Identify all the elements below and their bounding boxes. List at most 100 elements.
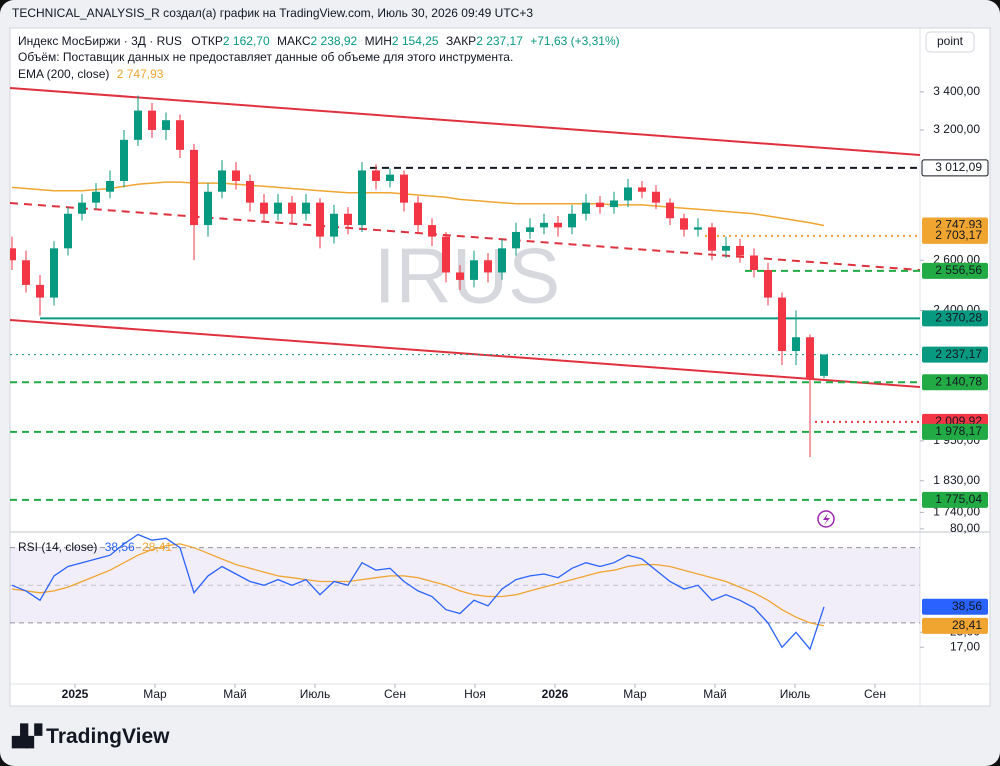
x-tick-label: Мар <box>143 687 167 701</box>
candle-body <box>582 202 590 214</box>
legend-line: Индекс МосБиржи · 3Д · RUS ОТКР2 162,70 … <box>18 34 620 48</box>
candle-body <box>512 231 520 249</box>
candle-body <box>708 227 716 251</box>
x-tick-label: Мар <box>623 687 647 701</box>
candle-body <box>260 202 268 214</box>
candle-body <box>64 213 72 249</box>
rsi-ma-value: 28,41 <box>142 540 172 554</box>
candle-body <box>316 202 324 237</box>
candle-body <box>78 202 86 214</box>
candle-body <box>10 248 16 261</box>
rsi-name: RSI (14, close) <box>18 540 97 554</box>
candle-body <box>50 248 58 298</box>
price-pane <box>10 95 920 501</box>
candle-body <box>750 255 758 271</box>
candle-body <box>736 245 744 256</box>
scale-button[interactable] <box>925 31 975 53</box>
ohlc-name: ОТКР <box>191 34 223 48</box>
price-label-box <box>922 346 988 363</box>
candle-body <box>764 270 772 298</box>
y-tick-label: 80,00 <box>950 521 980 535</box>
axes: 1 740,001 830,001 950,002 400,002 600,00… <box>62 84 989 701</box>
price-label-box <box>922 310 988 327</box>
candle-body <box>106 181 114 192</box>
candle-body <box>120 139 128 182</box>
volume-note: Объём: Поставщик данных не предоставляет… <box>18 50 513 64</box>
price-label-box <box>922 617 988 634</box>
alert-circle <box>817 510 835 528</box>
candle-body <box>470 260 478 280</box>
ema-name: EMA (200, close) <box>18 67 109 81</box>
candle-body <box>806 337 814 380</box>
watermark: IRUS <box>374 232 560 320</box>
candle-body <box>638 187 646 192</box>
price-label-box <box>922 262 988 279</box>
candle-body <box>288 202 296 214</box>
x-tick-label: Июль <box>780 687 811 701</box>
ohlc-name: МАКС <box>277 34 311 48</box>
price-label-box <box>922 374 988 391</box>
ohlc-name: МИН <box>365 34 392 48</box>
candle-body <box>484 260 492 273</box>
attribution: TECHNICAL_ANALYSIS_R создал(а) график на… <box>12 6 534 20</box>
alert-icon <box>817 510 835 528</box>
ema-legend: EMA (200, close) 2 747,93 <box>18 67 164 81</box>
candle-body <box>596 202 604 208</box>
x-tick-label: Май <box>223 687 247 701</box>
trend-line <box>10 202 920 271</box>
candle-body <box>330 213 338 237</box>
candle-body <box>610 200 618 208</box>
rsi-value: 38,56 <box>105 540 135 554</box>
trend-lines <box>10 87 920 388</box>
candle-body <box>134 110 142 140</box>
change: +71,63 (+3,31%) <box>530 34 619 48</box>
x-tick-label: 2026 <box>542 687 569 701</box>
y-tick-label: 3 200,00 <box>933 122 980 136</box>
scale-button-label[interactable]: point <box>937 34 964 48</box>
x-tick-label: Ноя <box>464 687 486 701</box>
price-label: 3 012,09 <box>935 160 982 174</box>
candle-body <box>568 213 576 228</box>
candle-body <box>792 337 800 352</box>
candle-body <box>22 260 30 285</box>
trend-line <box>10 87 920 156</box>
candle-body <box>498 248 506 273</box>
symbol: Индекс МосБиржи · 3Д · RUS <box>18 34 182 48</box>
candle-body <box>778 297 786 352</box>
y-tick-label: 17,00 <box>950 639 980 653</box>
price-label: 2 237,17 <box>935 347 982 361</box>
price-label-box <box>922 227 988 244</box>
candle-body <box>694 227 702 230</box>
rsi-line <box>11 533 825 651</box>
candle-body <box>218 170 226 192</box>
price-label: 38,56 <box>952 599 982 613</box>
price-label: 1 775,04 <box>935 492 982 506</box>
candle-body <box>190 149 198 226</box>
price-label: 2 556,56 <box>935 263 982 277</box>
rsi-line <box>11 543 825 627</box>
price-label: 1 978,17 <box>935 424 982 438</box>
rsi-legend: RSI (14, close) 38,56 28,41 <box>18 540 172 554</box>
candle-body <box>302 202 310 214</box>
candle-body <box>92 191 100 203</box>
logo-mark: ▟▞ <box>12 725 42 748</box>
x-tick-label: Сен <box>384 687 406 701</box>
y-tick-label: 1 740,00 <box>933 505 980 519</box>
candle-body <box>274 202 282 214</box>
logo: ▟▞ TradingView <box>12 724 169 749</box>
candle-body <box>148 110 156 130</box>
candle-body <box>456 272 464 280</box>
price-label-box <box>922 423 988 440</box>
candle-body <box>624 187 632 201</box>
rsi-band <box>10 547 920 623</box>
price-label-box <box>921 159 989 177</box>
candle-body <box>246 181 254 203</box>
x-tick-label: Май <box>703 687 727 701</box>
price-label: 28,41 <box>952 618 982 632</box>
candle-body <box>554 222 562 228</box>
ohlc-name: ЗАКР <box>446 34 476 48</box>
ohlc-value: 2 238,92 <box>311 34 358 48</box>
candle-body <box>344 213 352 226</box>
ohlc-value: 2 162,70 <box>223 34 270 48</box>
